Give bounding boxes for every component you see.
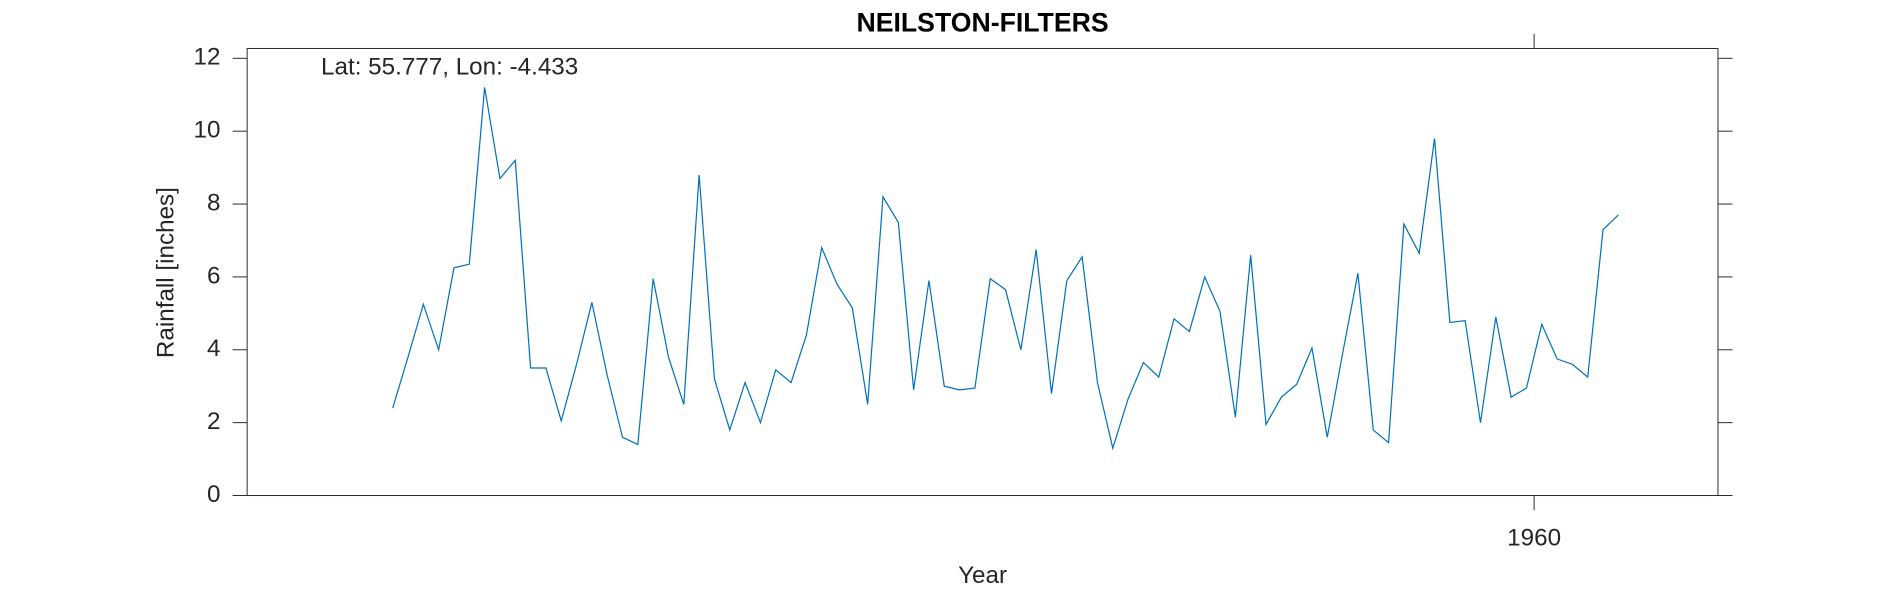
y-tick-label: 10 xyxy=(194,117,221,144)
y-tick-label: 12 xyxy=(194,44,221,71)
x-axis-label: Year xyxy=(958,562,1007,589)
y-axis-label: Rainfall [inches] xyxy=(153,187,180,358)
x-tick-label: 1960 xyxy=(1507,525,1561,552)
y-tick-label: 2 xyxy=(207,408,220,435)
y-tick-label: 0 xyxy=(207,481,220,508)
y-tick-label: 8 xyxy=(207,189,220,216)
annotation: Lat: 55.777, Lon: -4.433 xyxy=(321,53,578,80)
data-line xyxy=(392,87,1619,451)
y-tick-label: 6 xyxy=(207,262,220,289)
plot-box xyxy=(246,47,1719,497)
chart-title: NEILSTON-FILTERS xyxy=(857,7,1109,37)
y-tick-label: 4 xyxy=(207,335,220,362)
